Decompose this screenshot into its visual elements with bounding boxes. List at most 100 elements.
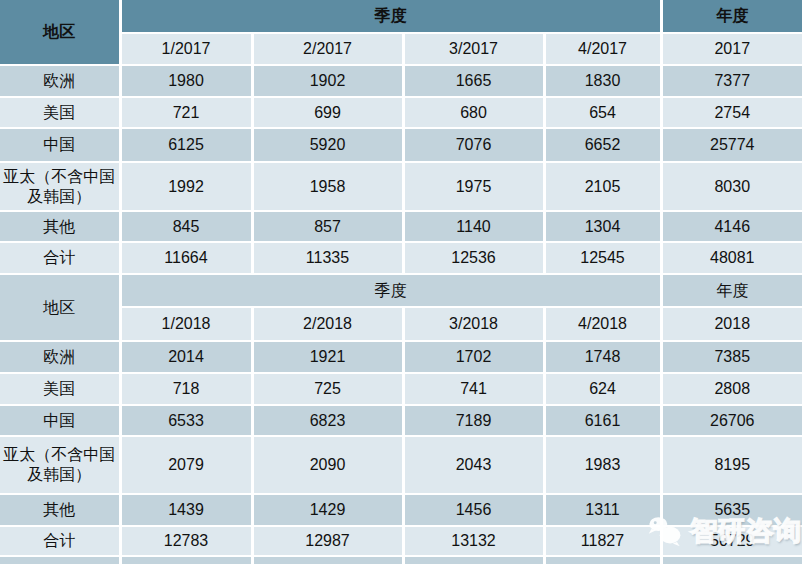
region-cell: 合计 (0, 526, 120, 556)
table-header-row-2018: 地区 季度 年度 (0, 274, 802, 307)
value-cell: 718 (120, 373, 252, 405)
value-cell: 857 (252, 211, 403, 242)
value-cell: 624 (544, 373, 661, 405)
value-cell: 50729 (661, 526, 802, 556)
value-cell: 741 (403, 373, 544, 405)
table-row: 欧洲 1980 1902 1665 1830 7377 (0, 65, 802, 97)
quarter-column-header: 1/2018 (120, 307, 252, 341)
quarter-column-header: 1/2017 (120, 33, 252, 65)
value-cell: 2014 (120, 341, 252, 373)
quarter-column-header: 2/2017 (252, 33, 403, 65)
region-header-cell: 地区 (0, 274, 120, 341)
region-cell: 欧洲 (0, 65, 120, 97)
data-table: 地区 季度 年度 1/2017 2/2017 3/2017 4/2017 201… (0, 0, 802, 565)
quarter-header-cell: 季度 (120, 0, 661, 33)
value-cell: 8030 (661, 162, 802, 211)
value-cell: 725 (252, 373, 403, 405)
value-cell: 1748 (544, 341, 661, 373)
regional-quarterly-table-screenshot: 地区 季度 年度 1/2017 2/2017 3/2017 4/2017 201… (0, 0, 802, 565)
region-cell: 中国 (0, 128, 120, 162)
value-cell: 1702 (403, 341, 544, 373)
value-cell: 845 (120, 211, 252, 242)
value-cell: 6161 (544, 405, 661, 436)
region-cell: 美国 (0, 373, 120, 405)
region-cell: 中国 (0, 405, 120, 436)
value-cell: 1140 (403, 211, 544, 242)
table-row: 亚太（不含中国及韩国） 2079 2090 2043 1983 8195 (0, 436, 802, 494)
region-header-cell: 地区 (0, 0, 120, 65)
region-cell: 亚太（不含中国及韩国） (0, 436, 120, 494)
value-cell: 699 (252, 97, 403, 128)
value-cell: 7076 (403, 128, 544, 162)
region-cell: 美国 (0, 97, 120, 128)
value-cell: 1975 (403, 162, 544, 211)
table-row-total: 合计 11664 11335 12536 12545 48081 (0, 242, 802, 274)
value-cell: 1921 (252, 341, 403, 373)
table-row: 美国 718 725 741 624 2808 (0, 373, 802, 405)
value-cell: 2043 (403, 436, 544, 494)
year-column-header: 2018 (661, 307, 802, 341)
value-cell: 6652 (544, 128, 661, 162)
table-row-clipped (0, 556, 802, 565)
table-row: 中国 6533 6823 7189 6161 26706 (0, 405, 802, 436)
value-cell: 6125 (120, 128, 252, 162)
value-cell: 7385 (661, 341, 802, 373)
table-subheader-row-2017: 1/2017 2/2017 3/2017 4/2017 2017 (0, 33, 802, 65)
value-cell: 12545 (544, 242, 661, 274)
value-cell: 2090 (252, 436, 403, 494)
value-cell: 1429 (252, 494, 403, 526)
value-cell: 6823 (252, 405, 403, 436)
value-cell: 1830 (544, 65, 661, 97)
value-cell: 1304 (544, 211, 661, 242)
year-header-cell: 年度 (661, 274, 802, 307)
table-row: 中国 6125 5920 7076 6652 25774 (0, 128, 802, 162)
value-cell: 11335 (252, 242, 403, 274)
value-cell: 7377 (661, 65, 802, 97)
value-cell: 13132 (403, 526, 544, 556)
value-cell: 721 (120, 97, 252, 128)
value-cell: 1992 (120, 162, 252, 211)
quarter-column-header: 4/2017 (544, 33, 661, 65)
table-row: 美国 721 699 680 654 2754 (0, 97, 802, 128)
table-row: 其他 845 857 1140 1304 4146 (0, 211, 802, 242)
region-cell: 亚太（不含中国及韩国） (0, 162, 120, 211)
value-cell: 654 (544, 97, 661, 128)
value-cell: 1958 (252, 162, 403, 211)
value-cell: 1980 (120, 65, 252, 97)
value-cell: 1439 (120, 494, 252, 526)
value-cell: 1665 (403, 65, 544, 97)
year-column-header: 2017 (661, 33, 802, 65)
value-cell: 5920 (252, 128, 403, 162)
value-cell: 2754 (661, 97, 802, 128)
value-cell: 1456 (403, 494, 544, 526)
value-cell: 12536 (403, 242, 544, 274)
table-row: 亚太（不含中国及韩国） 1992 1958 1975 2105 8030 (0, 162, 802, 211)
value-cell: 2079 (120, 436, 252, 494)
value-cell: 7189 (403, 405, 544, 436)
table-header-row-2017: 地区 季度 年度 (0, 0, 802, 33)
table-row: 欧洲 2014 1921 1702 1748 7385 (0, 341, 802, 373)
value-cell: 1983 (544, 436, 661, 494)
value-cell: 1311 (544, 494, 661, 526)
region-cell: 欧洲 (0, 341, 120, 373)
value-cell: 2808 (661, 373, 802, 405)
value-cell: 25774 (661, 128, 802, 162)
quarter-header-cell: 季度 (120, 274, 661, 307)
value-cell: 6533 (120, 405, 252, 436)
region-cell: 合计 (0, 242, 120, 274)
value-cell: 26706 (661, 405, 802, 436)
value-cell: 11827 (544, 526, 661, 556)
value-cell: 4146 (661, 211, 802, 242)
value-cell: 8195 (661, 436, 802, 494)
table-subheader-row-2018: 1/2018 2/2018 3/2018 4/2018 2018 (0, 307, 802, 341)
table-row: 其他 1439 1429 1456 1311 5635 (0, 494, 802, 526)
value-cell: 5635 (661, 494, 802, 526)
quarter-column-header: 4/2018 (544, 307, 661, 341)
value-cell: 12783 (120, 526, 252, 556)
value-cell: 680 (403, 97, 544, 128)
table-row-total: 合计 12783 12987 13132 11827 50729 (0, 526, 802, 556)
value-cell: 2105 (544, 162, 661, 211)
year-header-cell: 年度 (661, 0, 802, 33)
value-cell: 1902 (252, 65, 403, 97)
value-cell: 12987 (252, 526, 403, 556)
